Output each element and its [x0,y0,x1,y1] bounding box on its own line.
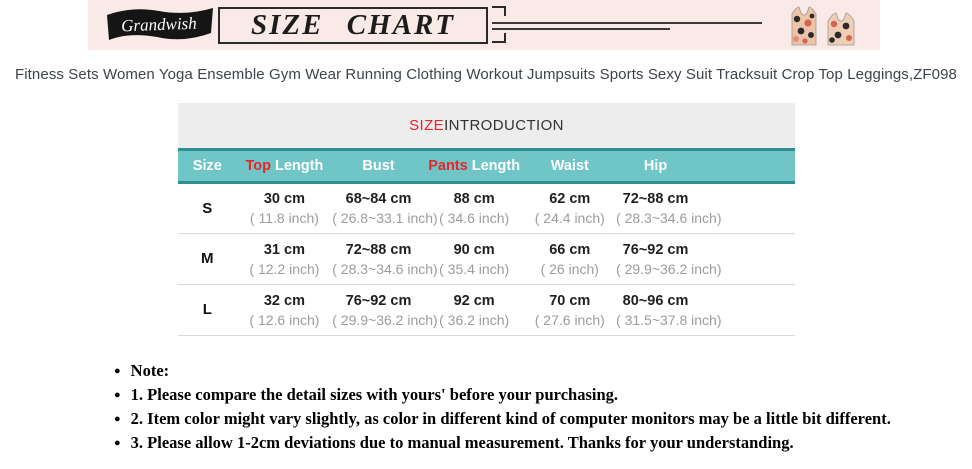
note-item: ● 1. Please compare the detail sizes with… [114,385,618,404]
bullet-icon: ● [114,365,121,377]
table-row-size-l: L 32 cm( 12.6 inch) 76~92 cm( 29.9~36.2 … [178,284,795,336]
grandwish-logo: Grandwish [102,4,218,51]
grandwish-logo-text: Grandwish [121,14,197,36]
hip-value: 76~92 cm( 29.9~36.2 inch) [616,233,795,285]
waist-value: 62 cm( 24.4 inch) [523,182,617,234]
size-chart-title-box: SIZE CHART [218,7,488,44]
pants-length-value: 88 cm( 34.6 inch) [424,182,524,234]
pants-length-value: 90 cm( 35.4 inch) [424,233,524,285]
size-label: M [178,233,237,285]
size-introduction-red: SIZE [409,117,445,134]
waist-value: 66 cm( 26 inch) [523,233,617,285]
banner-deco-line-short [492,28,670,30]
column-header-hip: Hip [616,148,795,184]
size-chart-title: SIZE CHART [250,9,456,41]
column-header-pants-length: Pants Length [424,148,524,184]
bust-value: 76~92 cm( 29.9~36.2 inch) [332,284,438,336]
top-length-value: 30 cm( 11.8 inch) [236,182,333,234]
hip-value: 72~88 cm( 28.3~34.6 inch) [616,182,795,234]
crop-top-icon [827,12,855,46]
pants-length-value: 92 cm( 36.2 inch) [424,284,524,336]
size-table: SIZE INTRODUCTION Size Top Length Bust P… [178,103,795,336]
note-item: ● 2. Item color might vary slightly, as c… [114,409,891,428]
column-header-top-length: Top Length [236,148,333,184]
bullet-icon: ● [114,389,121,401]
crop-top-icon [791,6,817,46]
top-length-value: 31 cm( 12.2 inch) [236,233,333,285]
top-length-value: 32 cm( 12.6 inch) [236,284,333,336]
bullet-icon: ● [114,413,121,425]
column-header-size: Size [178,148,237,184]
table-row-size-s: S 30 cm( 11.8 inch) 68~84 cm( 26.8~33.1 … [178,182,795,234]
hip-value: 80~96 cm( 31.5~37.8 inch) [616,284,795,336]
bust-value: 72~88 cm( 28.3~34.6 inch) [332,233,438,285]
bullet-icon: ● [114,437,121,449]
banner-corner-mark-top [492,6,506,16]
product-title: Fitness Sets Women Yoga Ensemble Gym Wea… [14,66,958,83]
table-row-size-m: M 31 cm( 12.2 inch) 72~88 cm( 28.3~34.6 … [178,233,795,285]
size-label: S [178,182,237,234]
table-header-row: Size Top Length Bust Pants Length Waist … [178,148,795,184]
size-introduction-header: SIZE INTRODUCTION [178,103,795,148]
note-item: ● 3. Please allow 1-2cm deviations due to… [114,433,794,452]
product-thumbnails [788,5,858,47]
measurements-grid: Size Top Length Bust Pants Length Waist … [178,148,795,336]
note-heading: ● Note: [114,361,170,380]
column-header-waist: Waist [523,148,617,184]
bust-value: 68~84 cm( 26.8~33.1 inch) [332,182,438,234]
column-header-bust: Bust [332,148,425,184]
size-introduction-rest: INTRODUCTION [444,117,564,134]
notes-section: ● Note: ● 1. Please compare the detail siz… [106,360,926,456]
waist-value: 70 cm( 27.6 inch) [523,284,617,336]
banner-deco-line-long [492,22,762,24]
banner-corner-mark-bottom [492,33,506,43]
grandwish-flag-icon: Grandwish [107,8,213,40]
top-banner: Grandwish SIZE CHART [88,0,880,50]
size-label: L [178,284,237,336]
